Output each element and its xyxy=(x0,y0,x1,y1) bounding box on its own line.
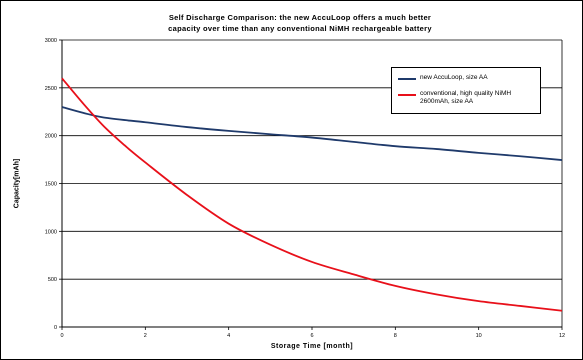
x-tick-label-12: 12 xyxy=(559,333,565,339)
legend-item-acculoop: new AccuLoop, size AA xyxy=(398,74,538,82)
legend-label-acculoop: new AccuLoop, size AA xyxy=(420,74,488,81)
chart-title-line-1: Self Discharge Comparison: the new AccuL… xyxy=(168,13,432,22)
y-tick-label-1500: 1500 xyxy=(45,182,57,188)
x-tick-label-0: 0 xyxy=(60,333,63,339)
series-line-conventional xyxy=(61,77,563,312)
x-tick-label-8: 8 xyxy=(394,333,397,339)
x-tick-label-2: 2 xyxy=(144,333,147,339)
y-tick-label-3000: 3000 xyxy=(45,38,57,44)
y-tick-label-500: 500 xyxy=(48,277,57,283)
x-axis-label: Storage Time [month] xyxy=(270,343,354,350)
legend-swatch-acculoop xyxy=(398,78,416,80)
legend-item-conventional: conventional, high quality NiMH 2600mAh,… xyxy=(398,90,538,106)
y-tick-label-2500: 2500 xyxy=(45,86,57,92)
y-axis-label: Capacity[mAh] xyxy=(13,158,21,209)
legend-swatch-conventional xyxy=(398,94,416,96)
x-tick-label-4: 4 xyxy=(227,333,230,339)
y-tick-label-1000: 1000 xyxy=(45,229,57,235)
series-line-acculoop xyxy=(61,106,563,161)
chart-title: Self Discharge Comparison: the new AccuL… xyxy=(150,12,450,34)
legend: new AccuLoop, size AA conventional, high… xyxy=(391,67,541,114)
x-tick-label-6: 6 xyxy=(310,333,313,339)
legend-label-conventional: conventional, high quality NiMH 2600mAh,… xyxy=(420,90,512,105)
y-tick-label-2000: 2000 xyxy=(45,134,57,140)
chart-title-line-2: capacity over time than any conventional… xyxy=(168,24,432,33)
x-tick-label-10: 10 xyxy=(476,333,482,339)
y-tick-label-0: 0 xyxy=(54,325,57,331)
